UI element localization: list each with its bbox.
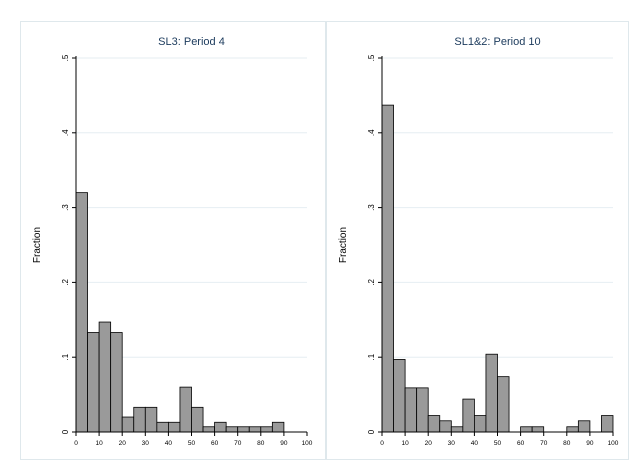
histogram-bar bbox=[520, 426, 533, 433]
x-tick-label: 90 bbox=[280, 440, 288, 447]
histogram-bar bbox=[485, 353, 498, 433]
histogram-bar bbox=[98, 321, 112, 433]
panel-frame bbox=[20, 21, 326, 460]
histogram-bar bbox=[381, 104, 394, 433]
histogram-panel-2: SL1&2: Period 10 0 .1 .2 .3 .4 .5 Fraction 0 10 20… bbox=[326, 21, 629, 460]
histogram-bar bbox=[225, 426, 239, 433]
x-tick-label: 40 bbox=[471, 440, 479, 447]
x-tick-label: 30 bbox=[448, 440, 456, 447]
histogram-bar bbox=[87, 332, 100, 433]
x-tick-label: 100 bbox=[608, 440, 619, 447]
chart-title: SL1&2: Period 10 bbox=[454, 36, 540, 48]
histogram-bar bbox=[439, 420, 452, 433]
y-tick-label: .5 bbox=[367, 54, 376, 61]
x-tick-label: 40 bbox=[165, 440, 173, 447]
y-tick-label: 0 bbox=[61, 429, 70, 434]
x-tick-label: 10 bbox=[401, 440, 409, 447]
x-tick-label: 50 bbox=[494, 440, 502, 447]
y-tick-label: .4 bbox=[367, 129, 376, 136]
x-tick-label: 0 bbox=[380, 440, 384, 447]
histogram-bar bbox=[427, 415, 441, 433]
histogram-bar bbox=[271, 421, 285, 433]
histogram-bar bbox=[577, 420, 591, 433]
x-tick-label: 100 bbox=[302, 440, 313, 447]
histogram-bar bbox=[416, 387, 429, 433]
y-axis-label: Fraction bbox=[338, 227, 349, 263]
histogram-bar bbox=[248, 426, 262, 433]
x-tick-label: 70 bbox=[234, 440, 242, 447]
histogram-bar bbox=[566, 426, 579, 433]
y-axis-label: Fraction bbox=[32, 227, 43, 263]
y-tick-label: .4 bbox=[61, 129, 70, 136]
x-tick-label: 20 bbox=[119, 440, 127, 447]
x-tick-label: 0 bbox=[74, 440, 78, 447]
histogram-bar bbox=[473, 415, 487, 433]
histogram-bar bbox=[110, 332, 123, 433]
y-tick-label: .2 bbox=[61, 279, 70, 286]
histogram-bar bbox=[462, 398, 475, 433]
histogram-bar bbox=[450, 426, 464, 433]
y-tick-label: .1 bbox=[367, 353, 376, 360]
x-tick-label: 60 bbox=[211, 440, 219, 447]
histogram-bar bbox=[191, 406, 204, 433]
y-tick-label: .1 bbox=[61, 353, 70, 360]
histogram-bar bbox=[393, 359, 406, 433]
histogram-bar bbox=[179, 386, 192, 433]
histogram-bar bbox=[202, 426, 216, 433]
histogram-bar bbox=[601, 415, 614, 433]
histogram-bar bbox=[144, 406, 158, 433]
x-tick-label: 10 bbox=[95, 440, 103, 447]
y-tick-label: .3 bbox=[61, 204, 70, 211]
histogram-bar bbox=[133, 406, 146, 433]
x-tick-label: 90 bbox=[586, 440, 594, 447]
x-tick-label: 80 bbox=[257, 440, 265, 447]
histogram-bar bbox=[167, 421, 181, 433]
histogram-bar bbox=[404, 387, 418, 433]
x-tick-label: 70 bbox=[540, 440, 548, 447]
y-tick-label: 0 bbox=[367, 429, 376, 434]
x-tick-label: 80 bbox=[563, 440, 571, 447]
x-tick-label: 30 bbox=[142, 440, 150, 447]
histogram-bar bbox=[214, 421, 227, 433]
histogram-panel-1: SL3: Period 4 0 .1 .2 .3 .4 .5 Fraction 0 10 20 30 4… bbox=[20, 21, 326, 460]
x-tick-label: 20 bbox=[425, 440, 433, 447]
histogram-bar bbox=[260, 426, 273, 433]
histogram-bar bbox=[237, 426, 250, 433]
chart-title: SL3: Period 4 bbox=[158, 36, 225, 48]
x-tick-label: 50 bbox=[188, 440, 196, 447]
histogram-bar bbox=[156, 421, 169, 433]
panel-frame bbox=[326, 21, 629, 460]
histogram-bar bbox=[531, 426, 545, 433]
x-tick-label: 60 bbox=[517, 440, 525, 447]
y-tick-label: .2 bbox=[367, 279, 376, 286]
y-tick-label: .5 bbox=[61, 54, 70, 61]
histogram-bar bbox=[121, 416, 135, 433]
y-tick-label: .3 bbox=[367, 204, 376, 211]
histogram-bar bbox=[75, 192, 88, 433]
histogram-bar bbox=[497, 376, 510, 433]
